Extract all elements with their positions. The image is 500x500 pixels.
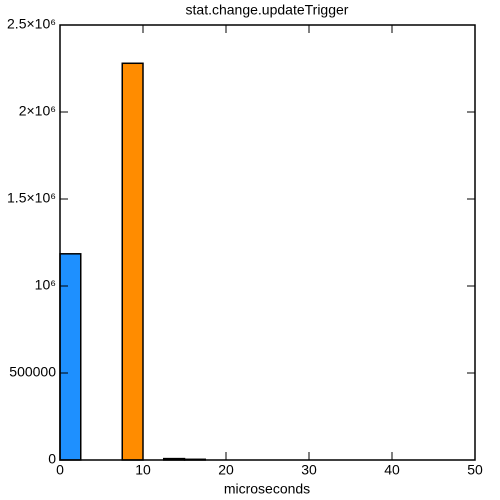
x-tick-label: 40 [384,462,400,478]
y-tick-label: 500000 [9,364,56,380]
y-tick-label: 2.5×10⁶ [7,16,56,32]
bar [59,253,82,461]
x-tick-label: 10 [135,462,151,478]
x-tick-label: 20 [218,462,234,478]
plot-frame [59,24,476,461]
y-tick-label: 0 [48,451,56,467]
x-tick-label: 0 [56,462,64,478]
x-tick-label: 30 [301,462,317,478]
x-tick-label: 50 [467,462,483,478]
plot [59,62,206,461]
y-tick-label: 10⁶ [35,277,56,293]
chart-title: stat.change.updateTrigger [186,2,349,18]
y-tick-label: 2×10⁶ [19,103,56,119]
x-axis-label: microseconds [224,481,310,497]
y-tick-label: 1.5×10⁶ [7,190,56,206]
bar [121,62,144,461]
